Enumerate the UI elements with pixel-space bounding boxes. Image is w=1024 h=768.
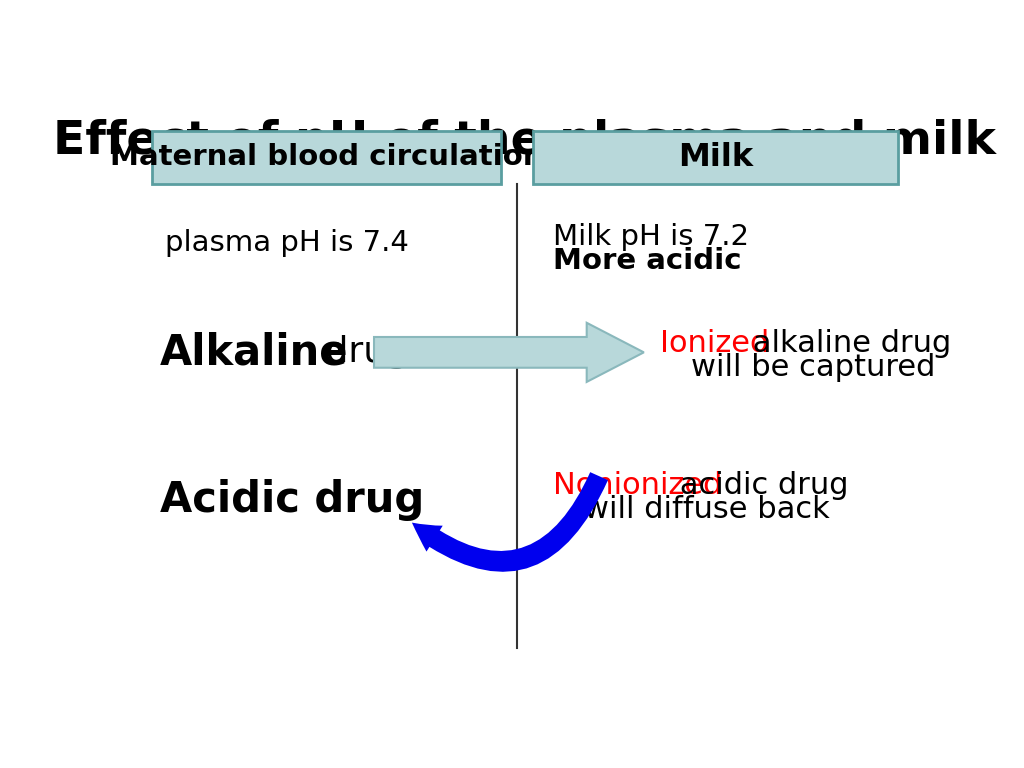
FancyArrow shape	[374, 323, 644, 382]
Text: Alkaline: Alkaline	[160, 331, 348, 373]
Text: plasma pH is 7.4: plasma pH is 7.4	[165, 229, 409, 257]
Text: Milk: Milk	[678, 142, 753, 173]
Text: acidic drug: acidic drug	[670, 471, 849, 500]
Text: alkaline drug: alkaline drug	[743, 329, 951, 358]
Text: drug: drug	[314, 336, 410, 369]
Text: Effect of pH of the plasma and milk: Effect of pH of the plasma and milk	[53, 119, 996, 164]
Text: Nonionized: Nonionized	[553, 471, 722, 500]
FancyBboxPatch shape	[152, 131, 501, 184]
FancyBboxPatch shape	[532, 131, 898, 184]
Text: Ionized: Ionized	[659, 329, 769, 358]
Text: Maternal blood circulation: Maternal blood circulation	[110, 143, 543, 171]
FancyArrowPatch shape	[412, 472, 608, 572]
Text: Acidic drug: Acidic drug	[160, 479, 424, 521]
Text: will be captured: will be captured	[691, 353, 936, 382]
Text: Milk pH is 7.2: Milk pH is 7.2	[553, 223, 749, 251]
Text: More acidic: More acidic	[553, 247, 741, 275]
Text: will diffuse back: will diffuse back	[585, 495, 830, 524]
